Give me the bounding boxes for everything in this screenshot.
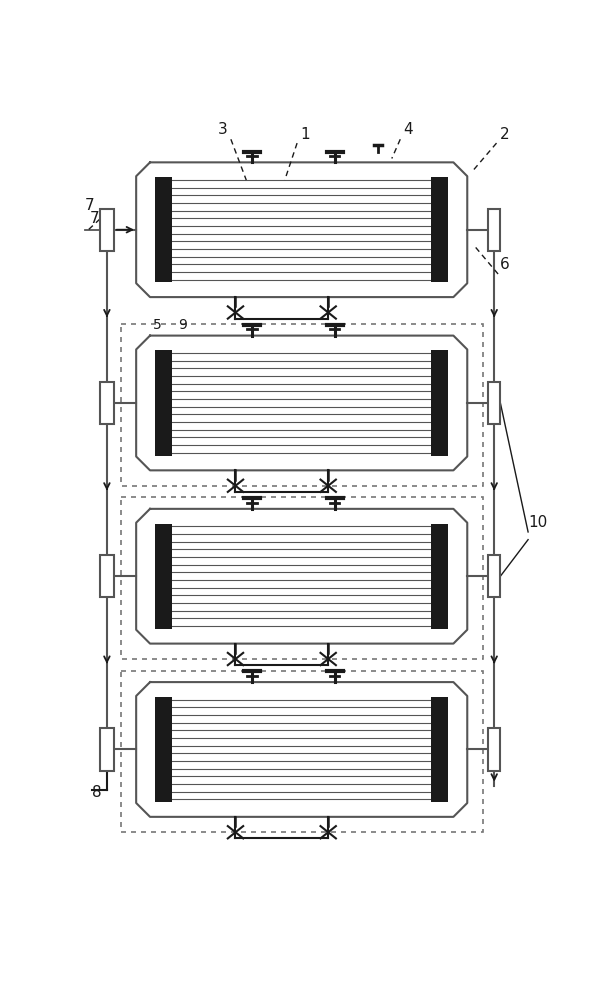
Bar [100,728,114,771]
Text: 2: 2 [499,127,509,142]
Bar [431,524,448,629]
Bar [100,382,114,424]
Text: 8: 8 [92,785,102,800]
Bar [156,697,172,802]
Bar [121,671,483,832]
Bar [488,209,501,251]
Bar [121,324,483,486]
Text: 1: 1 [301,127,311,142]
Bar [431,177,448,282]
Text: 10: 10 [528,515,547,530]
Bar [100,209,114,251]
Bar [156,177,172,282]
Bar [156,350,172,456]
Bar [121,497,483,659]
Text: 5: 5 [153,318,162,332]
Bar [156,524,172,629]
Bar [488,555,501,597]
Bar [488,382,501,424]
Bar [431,350,448,456]
Text: 4: 4 [403,122,413,137]
Bar [100,555,114,597]
Bar [431,697,448,802]
Bar [488,728,501,771]
Text: 7: 7 [85,198,95,213]
Text: 9: 9 [178,318,187,332]
Text: 6: 6 [501,257,510,272]
Text: 3: 3 [218,122,228,137]
Text: 7: 7 [90,211,100,226]
